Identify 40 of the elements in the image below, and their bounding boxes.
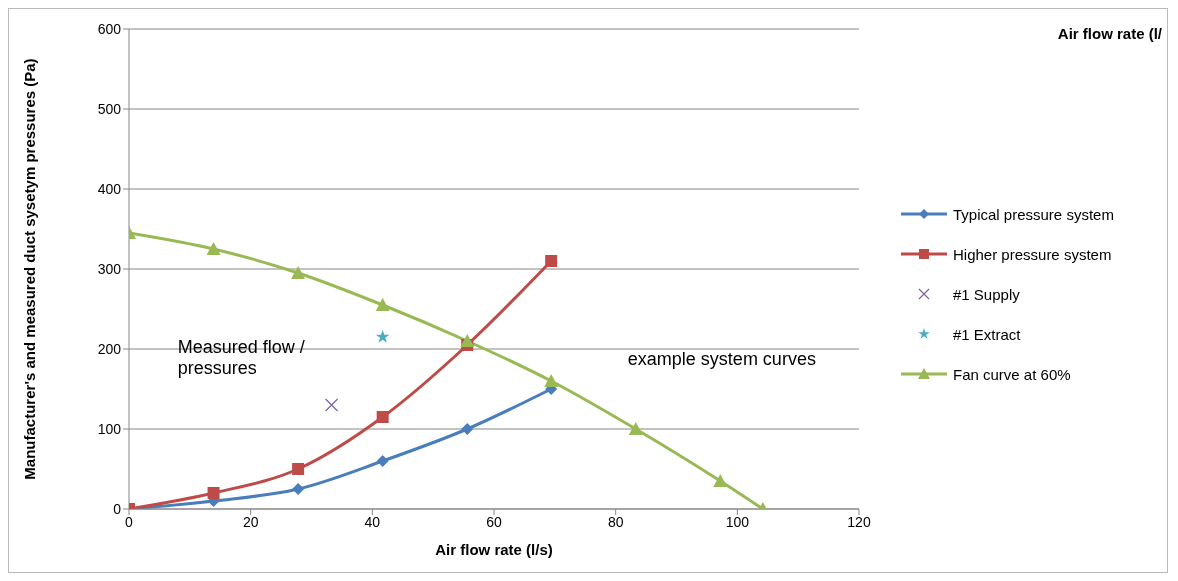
y-tick-label: 400 [97,180,122,197]
annotation: example system curves [627,349,817,370]
y-tick-label: 0 [113,500,122,517]
point [544,374,559,387]
y-tick-label: 600 [97,20,122,37]
x-axis-title: Air flow rate (l/s) [434,541,554,558]
legend-label: #1 Supply [953,285,1020,303]
text: Air flow rate (l/ [1056,24,1163,44]
point [206,242,221,255]
point [292,463,305,475]
point [713,474,728,487]
x-tick-label: 120 [847,513,871,530]
point [292,483,305,495]
point [545,255,558,267]
point [291,266,306,279]
y-tick-label: 500 [97,100,122,117]
x-tick-label: 0 [125,513,134,530]
x-tick-label: 80 [607,513,624,530]
annotation: Measured flow / pressures [177,337,306,379]
legend-label: Higher pressure system [953,245,1112,263]
x-tick-label: 100 [725,513,750,530]
legend-label: Typical pressure system [953,205,1114,223]
x-tick-label: 40 [364,513,381,530]
point [376,411,389,423]
point [461,423,474,435]
y-tick-label: 300 [97,260,122,277]
point [324,398,339,412]
x-tick-label: 60 [486,513,502,530]
point [460,334,475,347]
legend-label: Fan curve at 60% [953,365,1071,383]
y-axis-title: Manufacturer's and measured duct sysetym pressures (Pa) [21,57,39,482]
x-tick-label: 20 [242,513,259,530]
legend-label: #1 Extract [953,325,1021,343]
point [628,422,643,435]
y-tick-label: 100 [97,420,122,437]
point [375,329,390,343]
point [207,487,220,499]
point [375,298,390,311]
point [376,455,389,467]
y-tick-label: 200 [97,340,122,357]
